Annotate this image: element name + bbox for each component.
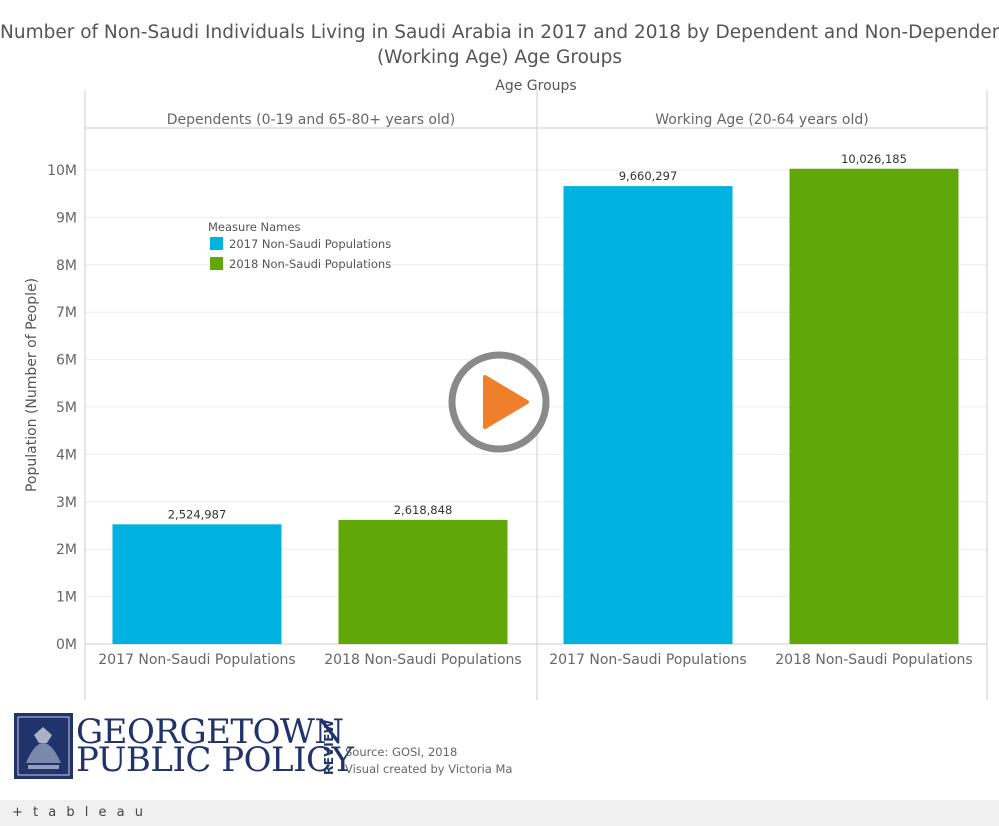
legend-swatch bbox=[210, 257, 223, 270]
x-tick-label: 2018 Non-Saudi Populations bbox=[324, 652, 521, 668]
data-label: 10,026,185 bbox=[841, 152, 907, 166]
y-tick-label: 5M bbox=[56, 400, 77, 416]
credit-note: Visual created by Victoria Ma bbox=[345, 762, 513, 776]
group-header: Working Age (20-64 years old) bbox=[655, 112, 868, 128]
chart-title-line1: Number of Non-Saudi Individuals Living i… bbox=[0, 22, 999, 43]
legend-title: Measure Names bbox=[208, 220, 300, 234]
bar bbox=[112, 524, 282, 644]
play-icon[interactable] bbox=[447, 350, 551, 454]
x-tick-label: 2017 Non-Saudi Populations bbox=[549, 652, 746, 668]
x-axis-title: Age Groups bbox=[495, 78, 576, 94]
bar bbox=[338, 519, 508, 644]
legend-label: 2017 Non-Saudi Populations bbox=[229, 237, 391, 251]
x-tick-label: 2018 Non-Saudi Populations bbox=[775, 652, 972, 668]
y-tick-label: 10M bbox=[47, 163, 77, 179]
legend-swatch bbox=[210, 237, 223, 250]
data-label: 9,660,297 bbox=[619, 169, 678, 183]
legend-label: 2018 Non-Saudi Populations bbox=[229, 257, 391, 271]
y-tick-label: 2M bbox=[56, 542, 77, 558]
logo-text-georgetown: GEORGETOWN bbox=[76, 712, 344, 752]
y-axis-title: Population (Number of People) bbox=[24, 278, 40, 492]
y-tick-label: 6M bbox=[56, 353, 77, 369]
chart-title-line2: (Working Age) Age Groups bbox=[376, 47, 623, 68]
logo-text-review: REVIEW bbox=[322, 719, 336, 775]
y-tick-label: 1M bbox=[56, 590, 77, 606]
y-tick-label: 3M bbox=[56, 495, 77, 511]
bar bbox=[563, 186, 733, 644]
y-tick-label: 0M bbox=[56, 637, 77, 653]
tableau-logo[interactable]: + t a b l e a u bbox=[12, 805, 146, 820]
chart-title: Number of Non-Saudi Individuals Living i… bbox=[0, 20, 999, 70]
tableau-footer bbox=[0, 800, 999, 826]
bar-chart: 0M 1M 2M 3M 4M 5M 6M 7M 8M 9M 10M Age Groups Populat… bbox=[24, 78, 988, 700]
data-label: 2,618,848 bbox=[394, 503, 453, 517]
university-seal-icon bbox=[14, 713, 73, 779]
y-tick-label: 9M bbox=[56, 210, 77, 226]
data-label: 2,524,987 bbox=[168, 507, 227, 521]
y-tick-label: 4M bbox=[56, 447, 77, 463]
y-tick-label: 8M bbox=[56, 258, 77, 274]
logo-text-public-policy: PUBLIC POLICY bbox=[76, 740, 354, 780]
bar bbox=[789, 168, 959, 644]
y-tick-label: 7M bbox=[56, 305, 77, 321]
x-tick-label: 2017 Non-Saudi Populations bbox=[98, 652, 295, 668]
group-header: Dependents (0-19 and 65-80+ years old) bbox=[167, 112, 456, 128]
source-note: Source: GOSI, 2018 bbox=[345, 745, 458, 759]
